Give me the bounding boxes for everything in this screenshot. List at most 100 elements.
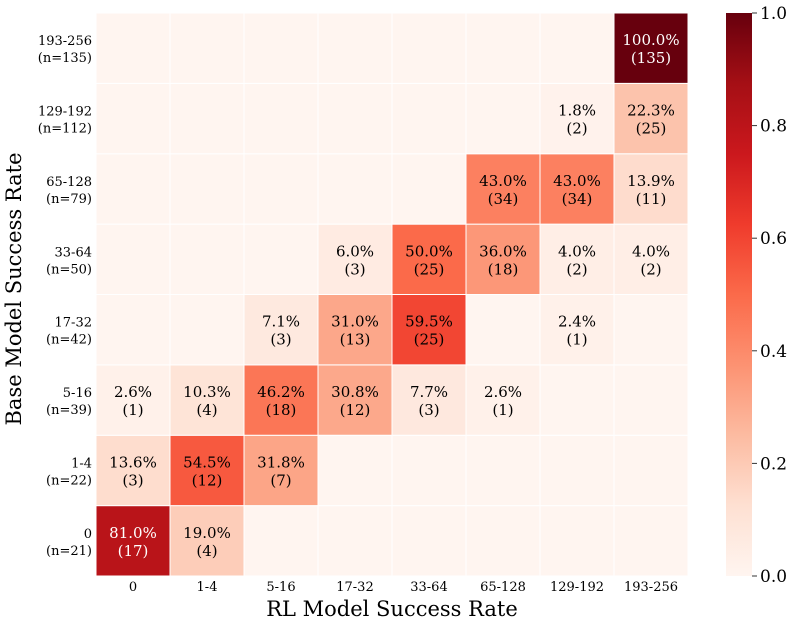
cell-label: 30.8% (12) [331,383,379,419]
x-tick-label: 1-4 [197,580,218,595]
heatmap-cell [169,223,245,295]
heatmap-cell [95,153,171,225]
x-tick-label: 193-256 [624,580,678,595]
heatmap-cells: 81.0% (17) 19.0% (4) 13.6% (3) 54.5% (12) 31.8%(… [95,12,689,577]
y-tick-label: 65-128 (n=79) [46,175,92,207]
colorbar [726,13,752,576]
heatmap-cell [317,153,393,225]
cell-label: 31.0% (13) [331,313,379,349]
cell-label: 4.0% (2) [558,242,596,278]
heatmap-cell [95,223,171,295]
y-tick-label: 193-256 (n=135) [38,34,92,66]
cell-label: 10.3% (4) [183,383,231,419]
y-tick-label: 1-4 (n=22) [46,456,92,488]
cell-label: 7.1% (3) [262,313,300,349]
heatmap-cell [243,434,319,507]
x-tick-label: 5-16 [266,580,295,595]
heatmap-cell [95,434,171,507]
colorbar-tick-label: 0.6 [760,229,787,249]
heatmap-cell [243,223,319,295]
heatmap-cell [317,12,393,84]
x-tick-label: 33-64 [410,580,447,595]
heatmap-cell [95,505,171,577]
heatmap-cell [391,505,467,577]
cell-label: 1.8% (2) [558,102,596,138]
heatmap-cell [243,294,319,366]
y-tick-label: 5-16 (n=39) [46,386,92,418]
heatmap-cell [169,294,245,366]
heatmap-cell [317,223,393,295]
heatmap-cell [317,505,393,577]
x-tick-label: 129-192 [550,580,604,595]
heatmap-cell [391,434,467,507]
heatmap-cell [391,153,467,225]
colorbar-tick-label: 0.2 [760,454,787,474]
heatmap-cell [169,434,245,507]
heatmap-cell [465,505,541,577]
heatmap-cell [465,153,541,225]
heatmap-cell [539,294,615,366]
cell-label: 4.0% (2) [632,242,670,278]
cell-label: 59.5% (25) [405,313,453,349]
cell-label: 2.6% (1) [484,383,522,419]
heatmap-cell [465,434,541,507]
x-tick-label: 65-128 [480,580,526,595]
heatmap-cell [539,364,615,436]
heatmap-cell [243,505,319,577]
cell-label: 7.7% (3) [410,383,448,419]
heatmap-cell [243,364,319,436]
heatmap-cell [317,82,393,155]
cell-label: 13.6% (3) [109,453,157,489]
heatmap-cell [613,153,689,225]
heatmap-cell [465,364,541,436]
heatmap-cell [317,434,393,507]
heatmap-cell [539,505,615,577]
heatmap-cell [95,12,171,84]
x-tick-label: 0 [129,580,137,595]
x-tick-labels: 0 1-4 5-16 17-32 33-64 65-128 129-192 193-256 [129,580,678,595]
heatmap-cell [391,82,467,155]
cell-label: 81.0% (17) [109,524,157,560]
cell-label: 31.8% (7) [257,453,305,489]
heatmap-cell [613,364,689,436]
heatmap-cell [169,153,245,225]
heatmap-cell [243,153,319,225]
cell-label: 36.0% (18) [479,242,527,278]
heatmap-cell [169,82,245,155]
colorbar-tick-label: 0.4 [760,342,787,362]
cell-label: 43.0% (34) [479,172,527,208]
cell-label: 50.0% (25) [405,242,453,278]
y-tick-label: 33-64 (n=50) [46,245,92,277]
heatmap-cell [539,12,615,84]
cell-label: 22.3% (25) [627,102,675,138]
cell-label: 6.0% (3) [336,242,374,278]
heatmap-cell [391,12,467,84]
heatmap-cell [169,12,245,84]
colorbar-tick-label: 0.8 [760,117,787,137]
cell-label: 2.6% (1) [114,383,152,419]
heatmap-cell [539,434,615,507]
y-axis-title: Base Model Success Rate [2,152,26,425]
heatmap-cell [539,223,615,295]
cell-label: 2.4% (1) [558,313,596,349]
heatmap-cell [613,82,689,155]
cell-label: 46.2% (18) [257,383,305,419]
heatmap-cell [465,294,541,366]
colorbar-tick-label: 0.0 [760,567,787,587]
heatmap-cell [465,82,541,155]
heatmap-cell [95,364,171,436]
y-tick-label: 17-32 (n=42) [46,316,92,348]
heatmap-cell [613,12,689,84]
cell-label: 19.0% (4) [183,524,231,560]
heatmap-cell [613,434,689,507]
cell-label: 100.0% (135) [622,31,679,67]
heatmap-cell [243,12,319,84]
heatmap-cell [95,82,171,155]
cell-label: 43.0% (34) [553,172,601,208]
heatmap-cell [613,294,689,366]
cell-label: 13.9% (11) [627,172,675,208]
y-tick-labels: 0 (n=21) 1-4 (n=22) 5-16 (n=39) 17-32 (n=42) 33-… [38,34,92,559]
heatmap-cell [243,82,319,155]
cell-label: 54.5% (12) [183,453,231,489]
